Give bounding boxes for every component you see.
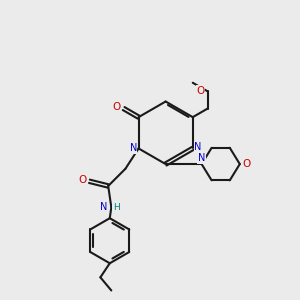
Text: O: O xyxy=(78,175,87,185)
Text: N: N xyxy=(194,142,202,152)
Text: O: O xyxy=(242,159,250,169)
Text: N: N xyxy=(198,153,205,164)
Text: N: N xyxy=(130,143,137,153)
Text: N: N xyxy=(100,202,107,212)
Text: H: H xyxy=(112,203,119,212)
Text: O: O xyxy=(112,102,121,112)
Text: O: O xyxy=(196,86,205,96)
